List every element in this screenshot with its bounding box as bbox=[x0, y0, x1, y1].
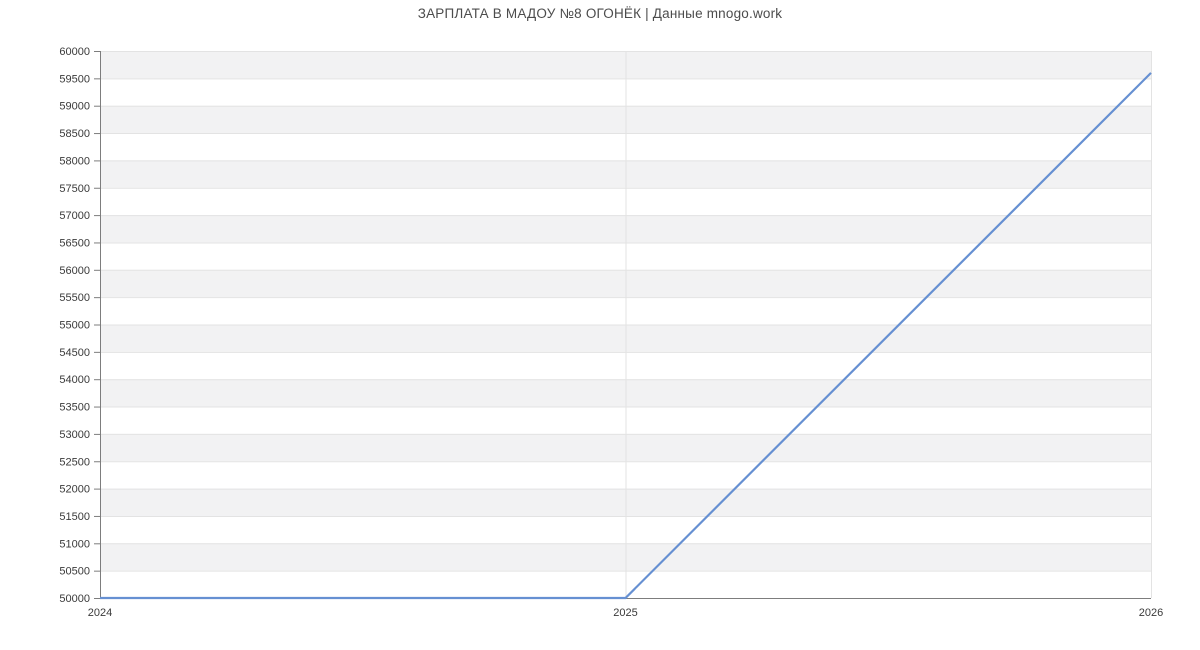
x-axis-tick-label: 2025 bbox=[613, 607, 637, 619]
y-axis-tick-label: 59000 bbox=[59, 101, 90, 113]
chart-title: ЗАРПЛАТА В МАДОУ №8 ОГОНЁК | Данные mnog… bbox=[417, 6, 783, 21]
x-axis-tick-label: 2026 bbox=[1139, 607, 1163, 619]
x-axis-tick-label: 2024 bbox=[88, 607, 112, 619]
y-axis-tick-label: 51000 bbox=[59, 538, 90, 550]
y-axis-tick-label: 54500 bbox=[59, 347, 90, 359]
y-axis-tick-label: 52500 bbox=[59, 456, 90, 468]
y-axis-tick-label: 57500 bbox=[59, 183, 90, 195]
salary-series-line bbox=[100, 72, 1152, 600]
y-axis-tick-label: 56000 bbox=[59, 265, 90, 277]
y-axis-tick-label: 53500 bbox=[59, 402, 90, 414]
y-axis-tick-label: 55500 bbox=[59, 292, 90, 304]
y-axis-tick-label: 60000 bbox=[59, 46, 90, 58]
y-axis-tick-label: 58500 bbox=[59, 128, 90, 140]
y-axis-tick-label: 57000 bbox=[59, 210, 90, 222]
y-axis-tick-label: 56500 bbox=[59, 237, 90, 249]
y-axis-tick-label: 54000 bbox=[59, 374, 90, 386]
y-axis-tick-label: 50500 bbox=[59, 566, 90, 578]
y-axis-tick-label: 53000 bbox=[59, 429, 90, 441]
y-axis-tick-label: 59500 bbox=[59, 73, 90, 85]
y-axis-tick-label: 52000 bbox=[59, 484, 90, 496]
y-axis-tick-label: 55000 bbox=[59, 320, 90, 332]
y-axis-tick-label: 58000 bbox=[59, 155, 90, 167]
y-axis-tick-label: 51500 bbox=[59, 511, 90, 523]
y-axis-tick-label: 50000 bbox=[59, 593, 90, 605]
